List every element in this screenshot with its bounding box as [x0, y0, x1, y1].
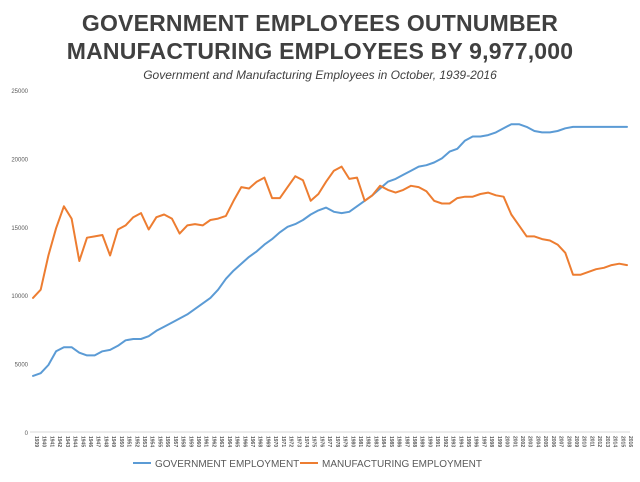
x-tick-label: 2002 — [519, 436, 525, 447]
chart-subtitle: Government and Manufacturing Employees i… — [143, 68, 497, 82]
x-tick-label: 1972 — [288, 436, 294, 447]
x-tick-label: 2008 — [565, 436, 571, 447]
x-tick-label: 1967 — [249, 436, 255, 447]
y-tick-label: 15000 — [11, 226, 28, 232]
x-tick-label: 2003 — [527, 436, 533, 447]
x-tick-label: 1978 — [334, 436, 340, 447]
x-tick-label: 1953 — [141, 436, 147, 447]
x-tick-label: 2016 — [627, 436, 633, 447]
x-tick-label: 1985 — [388, 436, 394, 447]
x-tick-label: 2015 — [619, 436, 625, 447]
x-tick-label: 1965 — [234, 436, 240, 447]
series-line-manufacturing — [32, 165, 628, 299]
x-tick-label: 1939 — [33, 436, 39, 447]
x-tick-label: 1983 — [372, 436, 378, 447]
x-tick-label: 2014 — [612, 436, 618, 447]
y-axis: 0 5000 10000 15000 20000 25000 — [11, 89, 28, 437]
x-tick-label: 1957 — [172, 436, 178, 447]
x-tick-label: 1968 — [257, 436, 263, 447]
x-tick-label: 1993 — [450, 436, 456, 447]
x-tick-label: 2000 — [504, 436, 510, 447]
x-tick-label: 1988 — [411, 436, 417, 447]
y-tick-label: 20000 — [11, 157, 28, 163]
x-tick-label: 1996 — [473, 436, 479, 447]
x-tick-label: 2009 — [573, 436, 579, 447]
x-tick-label: 1982 — [365, 436, 371, 447]
x-tick-label: 1959 — [187, 436, 193, 447]
y-tick-label: 10000 — [11, 294, 28, 300]
chart-title-line2: MANUFACTURING EMPLOYEES BY 9,977,000 — [66, 38, 574, 64]
x-tick-label: 1980 — [349, 436, 355, 447]
series-layer — [32, 123, 628, 377]
series-line-government — [32, 123, 628, 377]
x-tick-label: 1997 — [480, 436, 486, 447]
x-tick-label: 1973 — [295, 436, 301, 447]
x-tick-label: 2012 — [596, 436, 602, 447]
x-tick-label: 2007 — [558, 436, 564, 447]
x-tick-label: 1950 — [118, 436, 124, 447]
x-tick-label: 1970 — [272, 436, 278, 447]
legend-label: MANUFACTURING EMPLOYMENT — [322, 459, 482, 470]
x-tick-label: 1976 — [318, 436, 324, 447]
x-tick-label: 1945 — [79, 436, 85, 447]
x-tick-label: 2010 — [581, 436, 587, 447]
legend: GOVERNMENT EMPLOYMENT MANUFACTURING EMPLO… — [133, 459, 482, 470]
x-tick-label: 1958 — [180, 436, 186, 447]
y-tick-label: 5000 — [15, 363, 29, 369]
x-axis: 1939 1940 1941 1942 1943 1944 1945 1946 1947 1948… — [30, 431, 633, 447]
x-tick-label: 1989 — [419, 436, 425, 447]
x-tick-label: 2004 — [534, 436, 540, 447]
x-tick-label: 1961 — [203, 436, 209, 447]
x-tick-label: 1979 — [342, 436, 348, 447]
x-tick-label: 1964 — [226, 436, 232, 447]
x-tick-label: 1946 — [87, 436, 93, 447]
x-tick-label: 2013 — [604, 436, 610, 447]
x-tick-label: 1951 — [126, 436, 132, 447]
x-tick-label: 1963 — [218, 436, 224, 447]
x-tick-label: 1943 — [64, 436, 70, 447]
x-tick-label: 1971 — [280, 436, 286, 447]
x-tick-label: 1966 — [241, 436, 247, 447]
x-tick-label: 2011 — [588, 436, 594, 447]
y-tick-label: 25000 — [11, 89, 28, 95]
x-tick-label: 1942 — [56, 436, 62, 447]
x-tick-label: 1975 — [311, 436, 317, 447]
x-tick-label: 1994 — [457, 436, 463, 447]
x-tick-label: 1991 — [434, 436, 440, 447]
x-tick-label: 1941 — [48, 436, 54, 447]
x-tick-label: 1947 — [95, 436, 101, 447]
x-tick-label: 2006 — [550, 436, 556, 447]
x-tick-label: 1962 — [210, 436, 216, 447]
chart-title: GOVERNMENT EMPLOYEES OUTNUMBER — [81, 10, 559, 36]
x-tick-label: 1977 — [326, 436, 332, 447]
x-tick-label: 1987 — [403, 436, 409, 447]
x-tick-label: 1990 — [426, 436, 432, 447]
x-tick-label: 1992 — [442, 436, 448, 447]
x-tick-label: 1955 — [156, 436, 162, 447]
x-tick-label: 1995 — [465, 436, 471, 447]
x-tick-label: 1974 — [303, 436, 309, 447]
x-tick-label: 1999 — [496, 436, 502, 447]
x-tick-label: 1956 — [164, 436, 170, 447]
x-tick-label: 1969 — [264, 436, 270, 447]
x-tick-label: 1998 — [488, 436, 494, 447]
x-tick-label: 2005 — [542, 436, 548, 447]
x-tick-label: 1954 — [149, 436, 155, 447]
x-tick-label: 1981 — [357, 436, 363, 447]
x-tick-label: 1948 — [102, 436, 108, 447]
x-tick-label: 1986 — [396, 436, 402, 447]
x-tick-label: 1952 — [133, 436, 139, 447]
x-tick-label: 1940 — [41, 436, 47, 447]
x-tick-label: 1949 — [110, 436, 116, 447]
y-tick-label: 0 — [25, 431, 29, 437]
x-tick-label: 1960 — [195, 436, 201, 447]
x-tick-label: 1944 — [72, 436, 78, 447]
legend-label: GOVERNMENT EMPLOYMENT — [155, 459, 299, 470]
x-tick-label: 1984 — [380, 436, 386, 447]
x-tick-label: 2001 — [511, 436, 517, 447]
